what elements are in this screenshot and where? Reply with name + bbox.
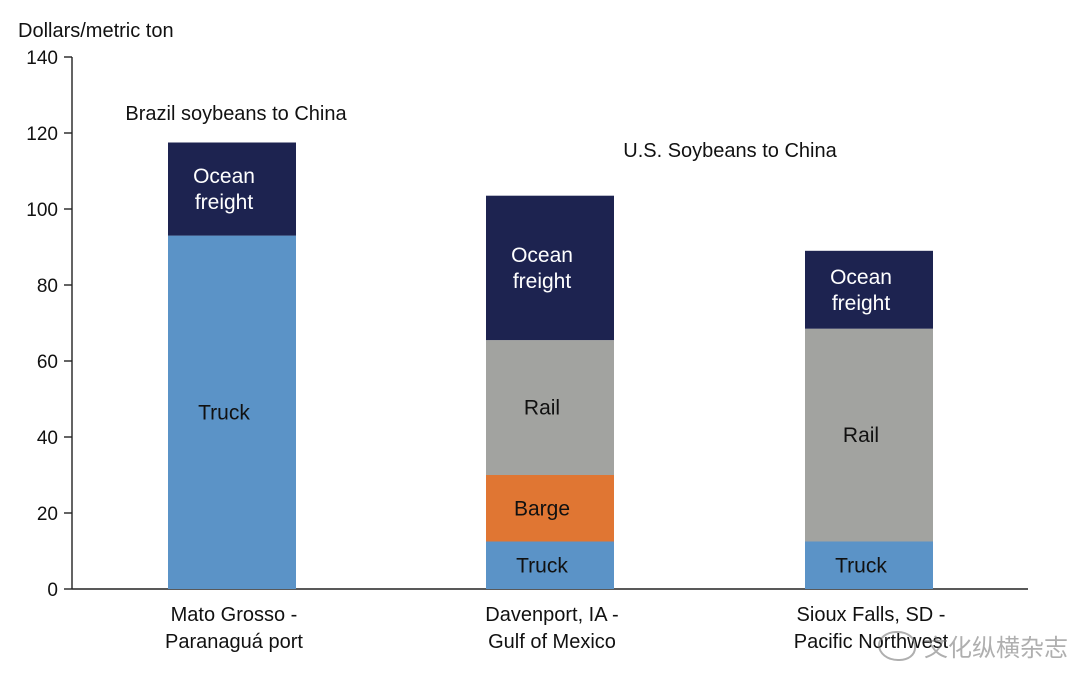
y-tick-label: 80: [37, 276, 58, 297]
segment-label: Ocean freight: [830, 266, 892, 315]
segment-label: Rail: [843, 424, 879, 447]
segment-label: Ocean freight: [193, 165, 255, 214]
weibo-logo-icon: [878, 630, 916, 661]
bar-segment-barge: [486, 475, 614, 542]
x-axis-labels: Mato Grosso -Paranaguá port Davenport, IA…: [165, 604, 949, 653]
segment-label: Truck: [516, 554, 568, 577]
y-tick-label: 100: [26, 200, 58, 221]
annotations: Brazil soybeans to China U.S. Soybeans to…: [125, 103, 837, 162]
group-annotation: U.S. Soybeans to China: [623, 140, 837, 162]
y-tick-label: 0: [47, 580, 58, 601]
bars: Truck Ocean freight Truck Barge Rail Ocean frei…: [168, 142, 933, 589]
segment-label: Truck: [198, 401, 250, 424]
y-tick-label: 60: [37, 352, 58, 373]
watermark-text: 文化纵横杂志: [924, 634, 1068, 662]
bar-segment-ocean-freight: [486, 195, 614, 341]
bar-segment-rail: [805, 328, 933, 542]
segment-label: Rail: [524, 397, 560, 420]
bar-segment-truck: [168, 235, 296, 589]
bar-segment-rail: [486, 340, 614, 475]
y-tick-label: 40: [37, 428, 58, 449]
y-axis-label: Dollars/metric ton: [18, 20, 174, 42]
segment-label: Barge: [514, 497, 570, 520]
bar-segment-ocean-freight: [805, 250, 933, 329]
watermark: 文化纵横杂志: [878, 628, 1068, 663]
x-tick-label: Mato Grosso -Paranaguá port: [165, 604, 303, 653]
y-tick-label: 140: [26, 48, 58, 69]
group-annotation: Brazil soybeans to China: [125, 103, 347, 125]
segment-label: Ocean freight: [511, 244, 573, 293]
bar-segment-truck: [486, 541, 614, 589]
bar-segment-truck: [805, 541, 933, 589]
bar-segment-ocean-freight: [168, 142, 296, 236]
x-tick-label: Davenport, IA -Gulf of Mexico: [485, 604, 618, 653]
y-tick-label: 20: [37, 504, 58, 525]
y-tick-label: 120: [26, 124, 58, 145]
segment-label: Truck: [835, 554, 887, 577]
